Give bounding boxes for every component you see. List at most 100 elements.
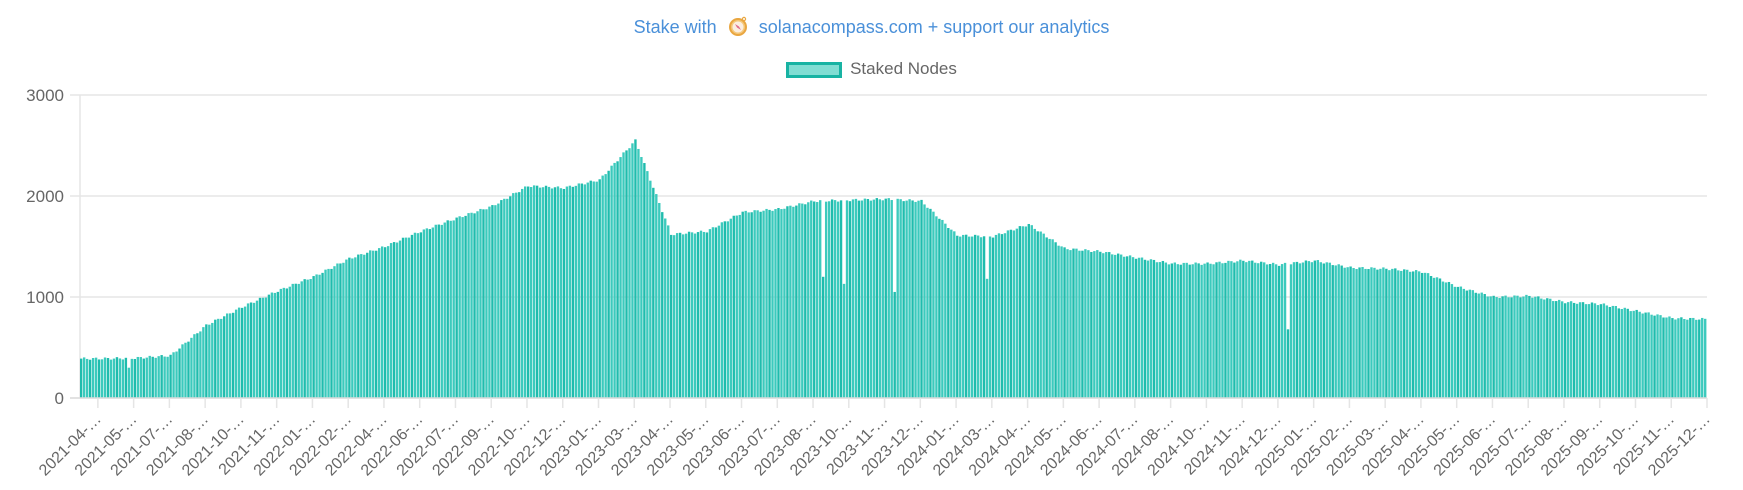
bar[interactable] [970,236,974,398]
bar[interactable] [1173,262,1176,398]
bar[interactable] [1450,284,1454,398]
bar[interactable] [315,274,318,398]
bar[interactable] [866,199,870,398]
bar[interactable] [1340,265,1343,398]
bar[interactable] [732,215,735,398]
bar[interactable] [1042,233,1045,398]
bar[interactable] [956,235,959,398]
bar[interactable] [819,200,822,398]
bar[interactable] [1018,226,1022,398]
bar[interactable] [1161,260,1165,398]
bar[interactable] [810,200,813,398]
bar[interactable] [1209,263,1212,398]
bar[interactable] [1638,311,1641,398]
bar[interactable] [1680,317,1683,398]
bar[interactable] [1438,278,1442,398]
bar[interactable] [458,216,461,398]
bar[interactable] [541,187,545,398]
bar[interactable] [1170,263,1174,398]
bar[interactable] [85,358,89,398]
bar[interactable] [264,297,268,398]
bar[interactable] [482,209,485,398]
bar[interactable] [1528,295,1531,398]
bar[interactable] [139,357,142,398]
bar[interactable] [696,232,700,398]
bar[interactable] [279,288,283,398]
bar[interactable] [1108,252,1111,398]
bar[interactable] [1331,265,1334,398]
bar[interactable] [1304,260,1308,398]
bar[interactable] [1268,264,1272,398]
bar[interactable] [380,246,384,398]
bar[interactable] [160,355,163,398]
bar[interactable] [1531,297,1534,398]
bar[interactable] [300,281,303,398]
bar[interactable] [404,237,408,398]
bar[interactable] [1152,259,1156,398]
bar[interactable] [243,306,247,398]
bar[interactable] [1116,253,1120,398]
bar[interactable] [100,359,104,398]
bar[interactable] [190,337,193,398]
bar[interactable] [720,222,724,398]
bar[interactable] [1456,286,1460,398]
bar[interactable] [124,357,128,398]
bar[interactable] [467,213,470,398]
bar[interactable] [1003,233,1007,398]
bar[interactable] [595,181,598,398]
bar[interactable] [1230,261,1233,398]
legend[interactable]: Staked Nodes [0,59,1743,79]
bar[interactable] [1274,264,1278,398]
bar[interactable] [437,224,440,398]
bar[interactable] [1510,297,1513,398]
bar[interactable] [509,196,512,398]
bar[interactable] [1385,268,1388,398]
bar[interactable] [616,161,619,398]
bar[interactable] [443,222,446,398]
bar[interactable] [1429,276,1433,398]
bar[interactable] [351,258,354,398]
bar[interactable] [1087,250,1090,398]
bar[interactable] [613,162,616,398]
bar[interactable] [1495,297,1498,398]
bar[interactable] [801,203,804,398]
bar[interactable] [112,358,116,398]
bar[interactable] [1602,303,1606,398]
bar[interactable] [249,302,253,398]
bar[interactable] [154,357,157,398]
bar[interactable] [1125,256,1129,398]
bar[interactable] [982,236,986,398]
bar[interactable] [1587,304,1591,398]
bar[interactable] [1185,262,1188,398]
bar[interactable] [610,165,613,398]
bar[interactable] [1021,226,1025,398]
bar[interactable] [1036,231,1039,398]
bar[interactable] [1432,277,1436,398]
bar[interactable] [881,200,884,398]
bar[interactable] [842,283,846,398]
bar[interactable] [705,232,709,398]
bar[interactable] [1114,254,1117,398]
bar[interactable] [1146,260,1150,398]
bar[interactable] [184,342,187,398]
bar[interactable] [494,205,497,398]
bar[interactable] [1051,239,1054,398]
bar[interactable] [485,209,488,398]
bar[interactable] [568,185,572,398]
bar[interactable] [586,182,589,398]
bar[interactable] [726,221,730,398]
bar[interactable] [240,307,244,398]
bar[interactable] [294,283,297,398]
bar[interactable] [354,257,357,398]
bar[interactable] [1695,319,1698,398]
bar[interactable] [1194,262,1197,398]
bar[interactable] [792,206,795,398]
bar[interactable] [667,225,670,398]
bar[interactable] [97,359,101,398]
bar[interactable] [175,351,178,398]
bar[interactable] [452,220,455,398]
bar[interactable] [1647,312,1650,398]
bar[interactable] [1704,318,1707,398]
bar[interactable] [1477,293,1480,398]
bar[interactable] [1009,229,1013,398]
